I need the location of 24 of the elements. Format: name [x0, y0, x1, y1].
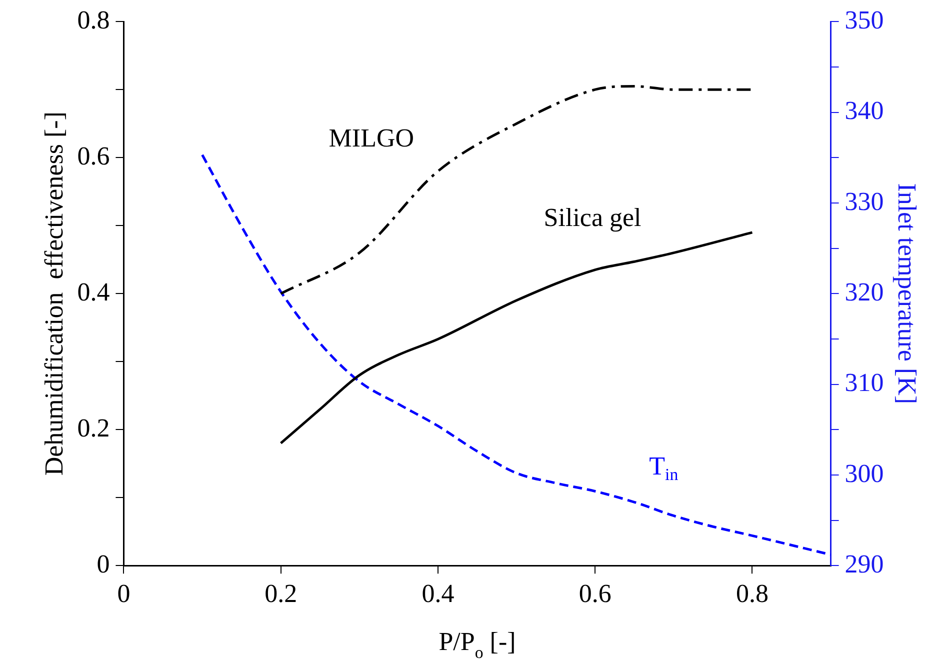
- y2-tick-label: 330: [844, 186, 884, 216]
- x-tick-label: 0.4: [422, 579, 454, 608]
- y2-axis-title: Inlet temperature [K]: [892, 183, 922, 404]
- x-tick-label: 0.8: [736, 579, 768, 608]
- series-label: Silica gel: [544, 203, 642, 232]
- x-tick-label: 0: [117, 579, 130, 608]
- y-tick-label: 0.2: [77, 413, 110, 442]
- y-tick-label: 0.4: [77, 277, 110, 306]
- y-tick-label: 0.6: [77, 141, 110, 170]
- line-series: [201, 154, 831, 556]
- line-series: [280, 84, 754, 295]
- y2-tick-label: 320: [844, 277, 884, 306]
- y2-tick-label: 310: [844, 368, 884, 398]
- y2-tick-label: 290: [844, 549, 884, 578]
- line-series: [280, 231, 754, 444]
- y-tick-label: 0: [96, 549, 110, 578]
- y-axis-title: Dehumidification effectiveness [-]: [39, 112, 68, 476]
- y2-tick-label: 300: [844, 458, 884, 488]
- series-label: MILGO: [328, 124, 414, 153]
- y2-tick-label: 350: [844, 5, 884, 34]
- x-tick-label: 0.6: [578, 579, 612, 608]
- y2-tick-label: 340: [844, 96, 884, 126]
- y-tick-label: 0.8: [77, 5, 110, 34]
- x-tick-label: 0.2: [264, 579, 298, 608]
